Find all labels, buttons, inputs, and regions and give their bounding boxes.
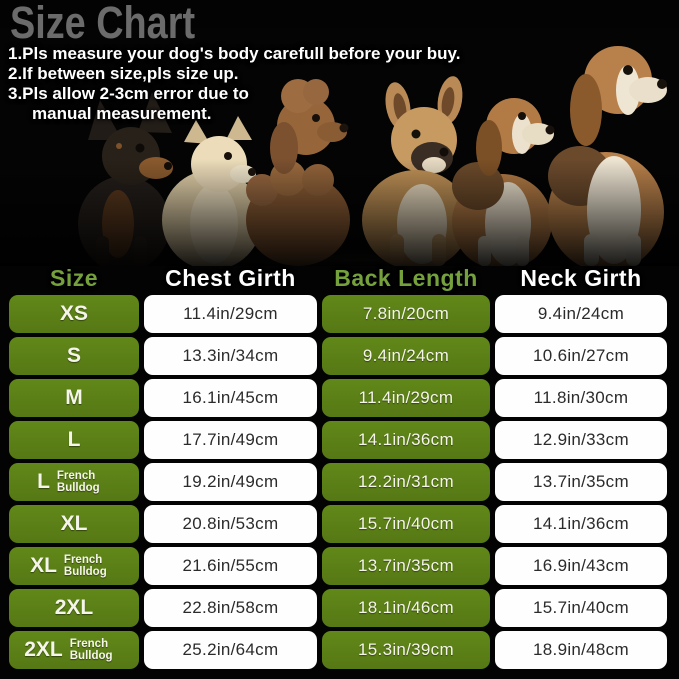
note-line-2: 2.If between size,pls size up. bbox=[8, 64, 239, 83]
neck-girth-value: 18.9in/48cm bbox=[533, 640, 629, 659]
neck-girth-value: 14.1in/36cm bbox=[533, 514, 629, 533]
size-variant-label: French Bulldog bbox=[63, 553, 107, 578]
size-label: 2XL bbox=[54, 596, 94, 619]
size-label: L bbox=[67, 428, 81, 451]
neck-girth-cell: 14.1in/36cm bbox=[495, 505, 667, 543]
chest-girth-cell: 25.2in/64cm bbox=[144, 631, 317, 669]
size-label: M bbox=[65, 386, 83, 409]
table-row-l-french-bulldog: L French Bulldog 19.2in/49cm 12.2in/31cm … bbox=[0, 463, 679, 501]
back-length-value: 15.7in/40cm bbox=[358, 514, 454, 533]
neck-girth-cell: 12.9in/33cm bbox=[495, 421, 667, 459]
chest-girth-cell: 13.3in/34cm bbox=[144, 337, 317, 375]
back-length-cell: 14.1in/36cm bbox=[322, 421, 490, 459]
size-variant-label: French Bulldog bbox=[69, 637, 113, 662]
chest-girth-cell: 16.1in/45cm bbox=[144, 379, 317, 417]
size-cell: L bbox=[9, 421, 139, 459]
neck-girth-cell: 11.8in/30cm bbox=[495, 379, 667, 417]
chest-girth-cell: 20.8in/53cm bbox=[144, 505, 317, 543]
column-header-back-length: Back Length bbox=[334, 264, 478, 291]
table-row-l: L 17.7in/49cm 14.1in/36cm 12.9in/33cm bbox=[0, 421, 679, 459]
size-label: 2XL bbox=[24, 638, 63, 661]
size-table-header: Size Chest Girth Back Length Neck Girth bbox=[0, 261, 679, 295]
column-header-size: Size bbox=[49, 264, 99, 291]
back-length-cell: 18.1in/46cm bbox=[322, 589, 490, 627]
size-cell: XS bbox=[9, 295, 139, 333]
chest-girth-cell: 21.6in/55cm bbox=[144, 547, 317, 585]
chest-girth-value: 22.8in/58cm bbox=[182, 598, 279, 617]
size-label: XL bbox=[30, 554, 57, 577]
table-row-s: S 13.3in/34cm 9.4in/24cm 10.6in/27cm bbox=[0, 337, 679, 375]
back-length-cell: 12.2in/31cm bbox=[322, 463, 490, 501]
neck-girth-cell: 15.7in/40cm bbox=[495, 589, 667, 627]
neck-girth-value: 16.9in/43cm bbox=[533, 556, 629, 575]
neck-girth-cell: 9.4in/24cm bbox=[495, 295, 667, 333]
back-length-value: 18.1in/46cm bbox=[358, 598, 454, 617]
neck-girth-value: 12.9in/33cm bbox=[533, 430, 629, 449]
neck-girth-value: 13.7in/35cm bbox=[533, 472, 629, 491]
chest-girth-cell: 22.8in/58cm bbox=[144, 589, 317, 627]
neck-girth-value: 10.6in/27cm bbox=[533, 346, 629, 365]
size-label: XL bbox=[60, 512, 88, 535]
chest-girth-cell: 11.4in/29cm bbox=[144, 295, 317, 333]
back-length-cell: 7.8in/20cm bbox=[322, 295, 490, 333]
table-row-xl: XL 20.8in/53cm 15.7in/40cm 14.1in/36cm bbox=[0, 505, 679, 543]
chest-girth-value: 25.2in/64cm bbox=[182, 640, 279, 659]
back-length-value: 11.4in/29cm bbox=[358, 388, 454, 407]
back-length-value: 13.7in/35cm bbox=[358, 556, 454, 575]
note-line-1: 1.Pls measure your dog's body carefull b… bbox=[8, 44, 461, 63]
neck-girth-cell: 13.7in/35cm bbox=[495, 463, 667, 501]
neck-girth-value: 9.4in/24cm bbox=[537, 304, 625, 323]
back-length-value: 15.3in/39cm bbox=[358, 640, 454, 659]
note-line-3: 3.Pls allow 2-3cm error due to bbox=[8, 84, 249, 103]
size-label: XS bbox=[59, 302, 88, 325]
size-cell: L French Bulldog bbox=[9, 463, 139, 501]
size-cell: XL French Bulldog bbox=[9, 547, 139, 585]
neck-girth-value: 15.7in/40cm bbox=[533, 598, 629, 617]
back-length-cell: 13.7in/35cm bbox=[322, 547, 490, 585]
size-cell: 2XL French Bulldog bbox=[9, 631, 139, 669]
size-cell: S bbox=[9, 337, 139, 375]
measurement-notes: 1.Pls measure your dog's body carefull b… bbox=[8, 44, 460, 124]
chest-girth-value: 11.4in/29cm bbox=[183, 304, 278, 323]
back-length-value: 7.8in/20cm bbox=[362, 304, 450, 323]
column-header-neck-girth: Neck Girth bbox=[520, 264, 642, 291]
chest-girth-cell: 17.7in/49cm bbox=[144, 421, 317, 459]
chest-girth-value: 19.2in/49cm bbox=[182, 472, 279, 491]
back-length-cell: 15.3in/39cm bbox=[322, 631, 490, 669]
back-length-cell: 9.4in/24cm bbox=[322, 337, 490, 375]
neck-girth-cell: 10.6in/27cm bbox=[495, 337, 667, 375]
dogs-photo bbox=[0, 28, 679, 266]
size-table: Size Chest Girth Back Length Neck Girth … bbox=[0, 261, 679, 673]
size-label: L bbox=[37, 470, 50, 493]
chest-girth-cell: 19.2in/49cm bbox=[144, 463, 317, 501]
table-row-2xl-french-bulldog: 2XL French Bulldog 25.2in/64cm 15.3in/39c… bbox=[0, 631, 679, 669]
back-length-value: 12.2in/31cm bbox=[358, 472, 454, 491]
back-length-value: 9.4in/24cm bbox=[362, 346, 450, 365]
chest-girth-value: 20.8in/53cm bbox=[182, 514, 279, 533]
size-label: S bbox=[66, 344, 81, 367]
table-row-m: M 16.1in/45cm 11.4in/29cm 11.8in/30cm bbox=[0, 379, 679, 417]
back-length-cell: 11.4in/29cm bbox=[322, 379, 490, 417]
chest-girth-value: 21.6in/55cm bbox=[182, 556, 279, 575]
chest-girth-value: 13.3in/34cm bbox=[182, 346, 279, 365]
back-length-cell: 15.7in/40cm bbox=[322, 505, 490, 543]
size-cell: 2XL bbox=[9, 589, 139, 627]
neck-girth-value: 11.8in/30cm bbox=[533, 388, 629, 407]
neck-girth-cell: 18.9in/48cm bbox=[495, 631, 667, 669]
table-row-2xl: 2XL 22.8in/58cm 18.1in/46cm 15.7in/40cm bbox=[0, 589, 679, 627]
note-line-4: manual measurement. bbox=[32, 104, 212, 123]
neck-girth-cell: 16.9in/43cm bbox=[495, 547, 667, 585]
size-cell: M bbox=[9, 379, 139, 417]
page-title: Size Chart bbox=[10, 0, 196, 49]
table-row-xl-french-bulldog: XL French Bulldog 21.6in/55cm 13.7in/35cm… bbox=[0, 547, 679, 585]
back-length-value: 14.1in/36cm bbox=[358, 430, 454, 449]
column-header-chest-girth: Chest Girth bbox=[165, 264, 296, 291]
chest-girth-value: 17.7in/49cm bbox=[182, 430, 279, 449]
size-cell: XL bbox=[9, 505, 139, 543]
table-row-xs: XS 11.4in/29cm 7.8in/20cm 9.4in/24cm bbox=[0, 295, 679, 333]
chest-girth-value: 16.1in/45cm bbox=[182, 388, 279, 407]
size-variant-label: French Bulldog bbox=[56, 469, 100, 494]
